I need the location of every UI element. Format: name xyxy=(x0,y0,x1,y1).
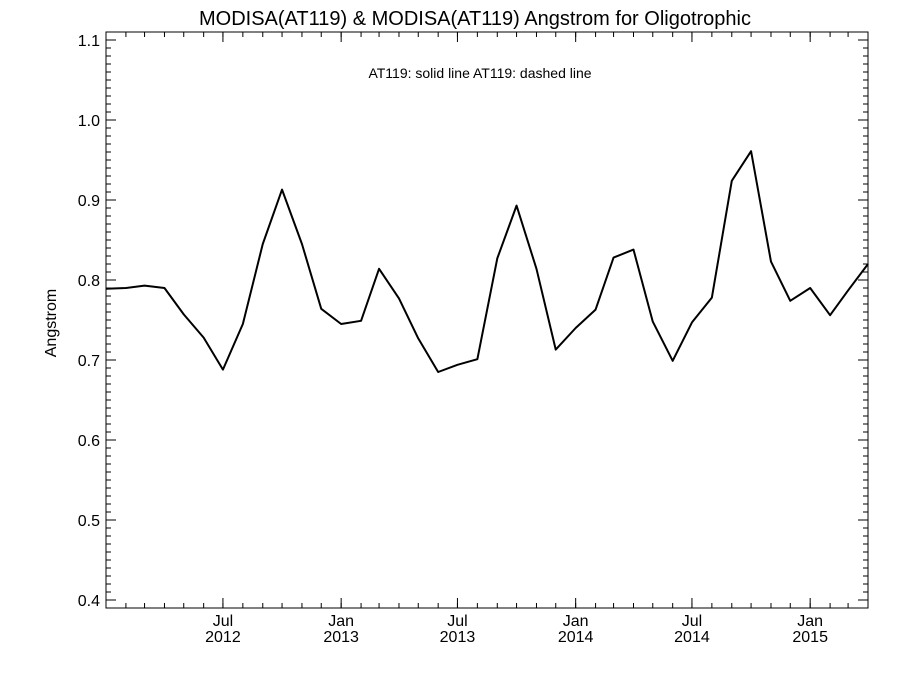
minor-ticks xyxy=(105,32,869,608)
y-tick-label: 0.7 xyxy=(78,353,100,370)
y-tick-label: 0.6 xyxy=(78,433,100,450)
y-tick-label: 0.5 xyxy=(78,513,100,530)
y-axis-label: Angstrom xyxy=(43,289,60,357)
y-axis: 0.4 0.5 0.6 0.7 0.8 0.9 1.0 1.1 xyxy=(78,33,868,610)
x-tick-month: Jan xyxy=(563,613,589,630)
y-tick-label: 1.0 xyxy=(78,113,100,130)
x-tick-year: 2013 xyxy=(440,629,476,646)
chart-title: MODISA(AT119) & MODISA(AT119) Angstrom f… xyxy=(199,8,751,30)
x-tick-month: Jul xyxy=(213,613,233,630)
legend-text: AT119: solid line AT119: dashed line xyxy=(368,65,591,81)
series-line-solid xyxy=(105,150,869,373)
x-tick-year: 2014 xyxy=(674,629,710,646)
x-tick-month: Jan xyxy=(328,613,354,630)
x-tick-year: 2012 xyxy=(205,629,241,646)
x-tick-year: 2014 xyxy=(558,629,594,646)
plot-frame xyxy=(105,31,869,609)
x-tick-month: Jul xyxy=(447,613,467,630)
y-tick-label: 0.4 xyxy=(78,593,100,610)
y-tick-label: 1.1 xyxy=(78,33,100,50)
y-tick-label: 0.8 xyxy=(78,273,100,290)
y-tick-label: 0.9 xyxy=(78,193,100,210)
x-tick-year: 2015 xyxy=(792,629,828,646)
x-tick-month: Jan xyxy=(797,613,823,630)
x-tick-month: Jul xyxy=(682,613,702,630)
x-tick-year: 2013 xyxy=(323,629,359,646)
x-axis: Jul2012Jan2013Jul2013Jan2014Jul2014Jan20… xyxy=(205,32,828,646)
